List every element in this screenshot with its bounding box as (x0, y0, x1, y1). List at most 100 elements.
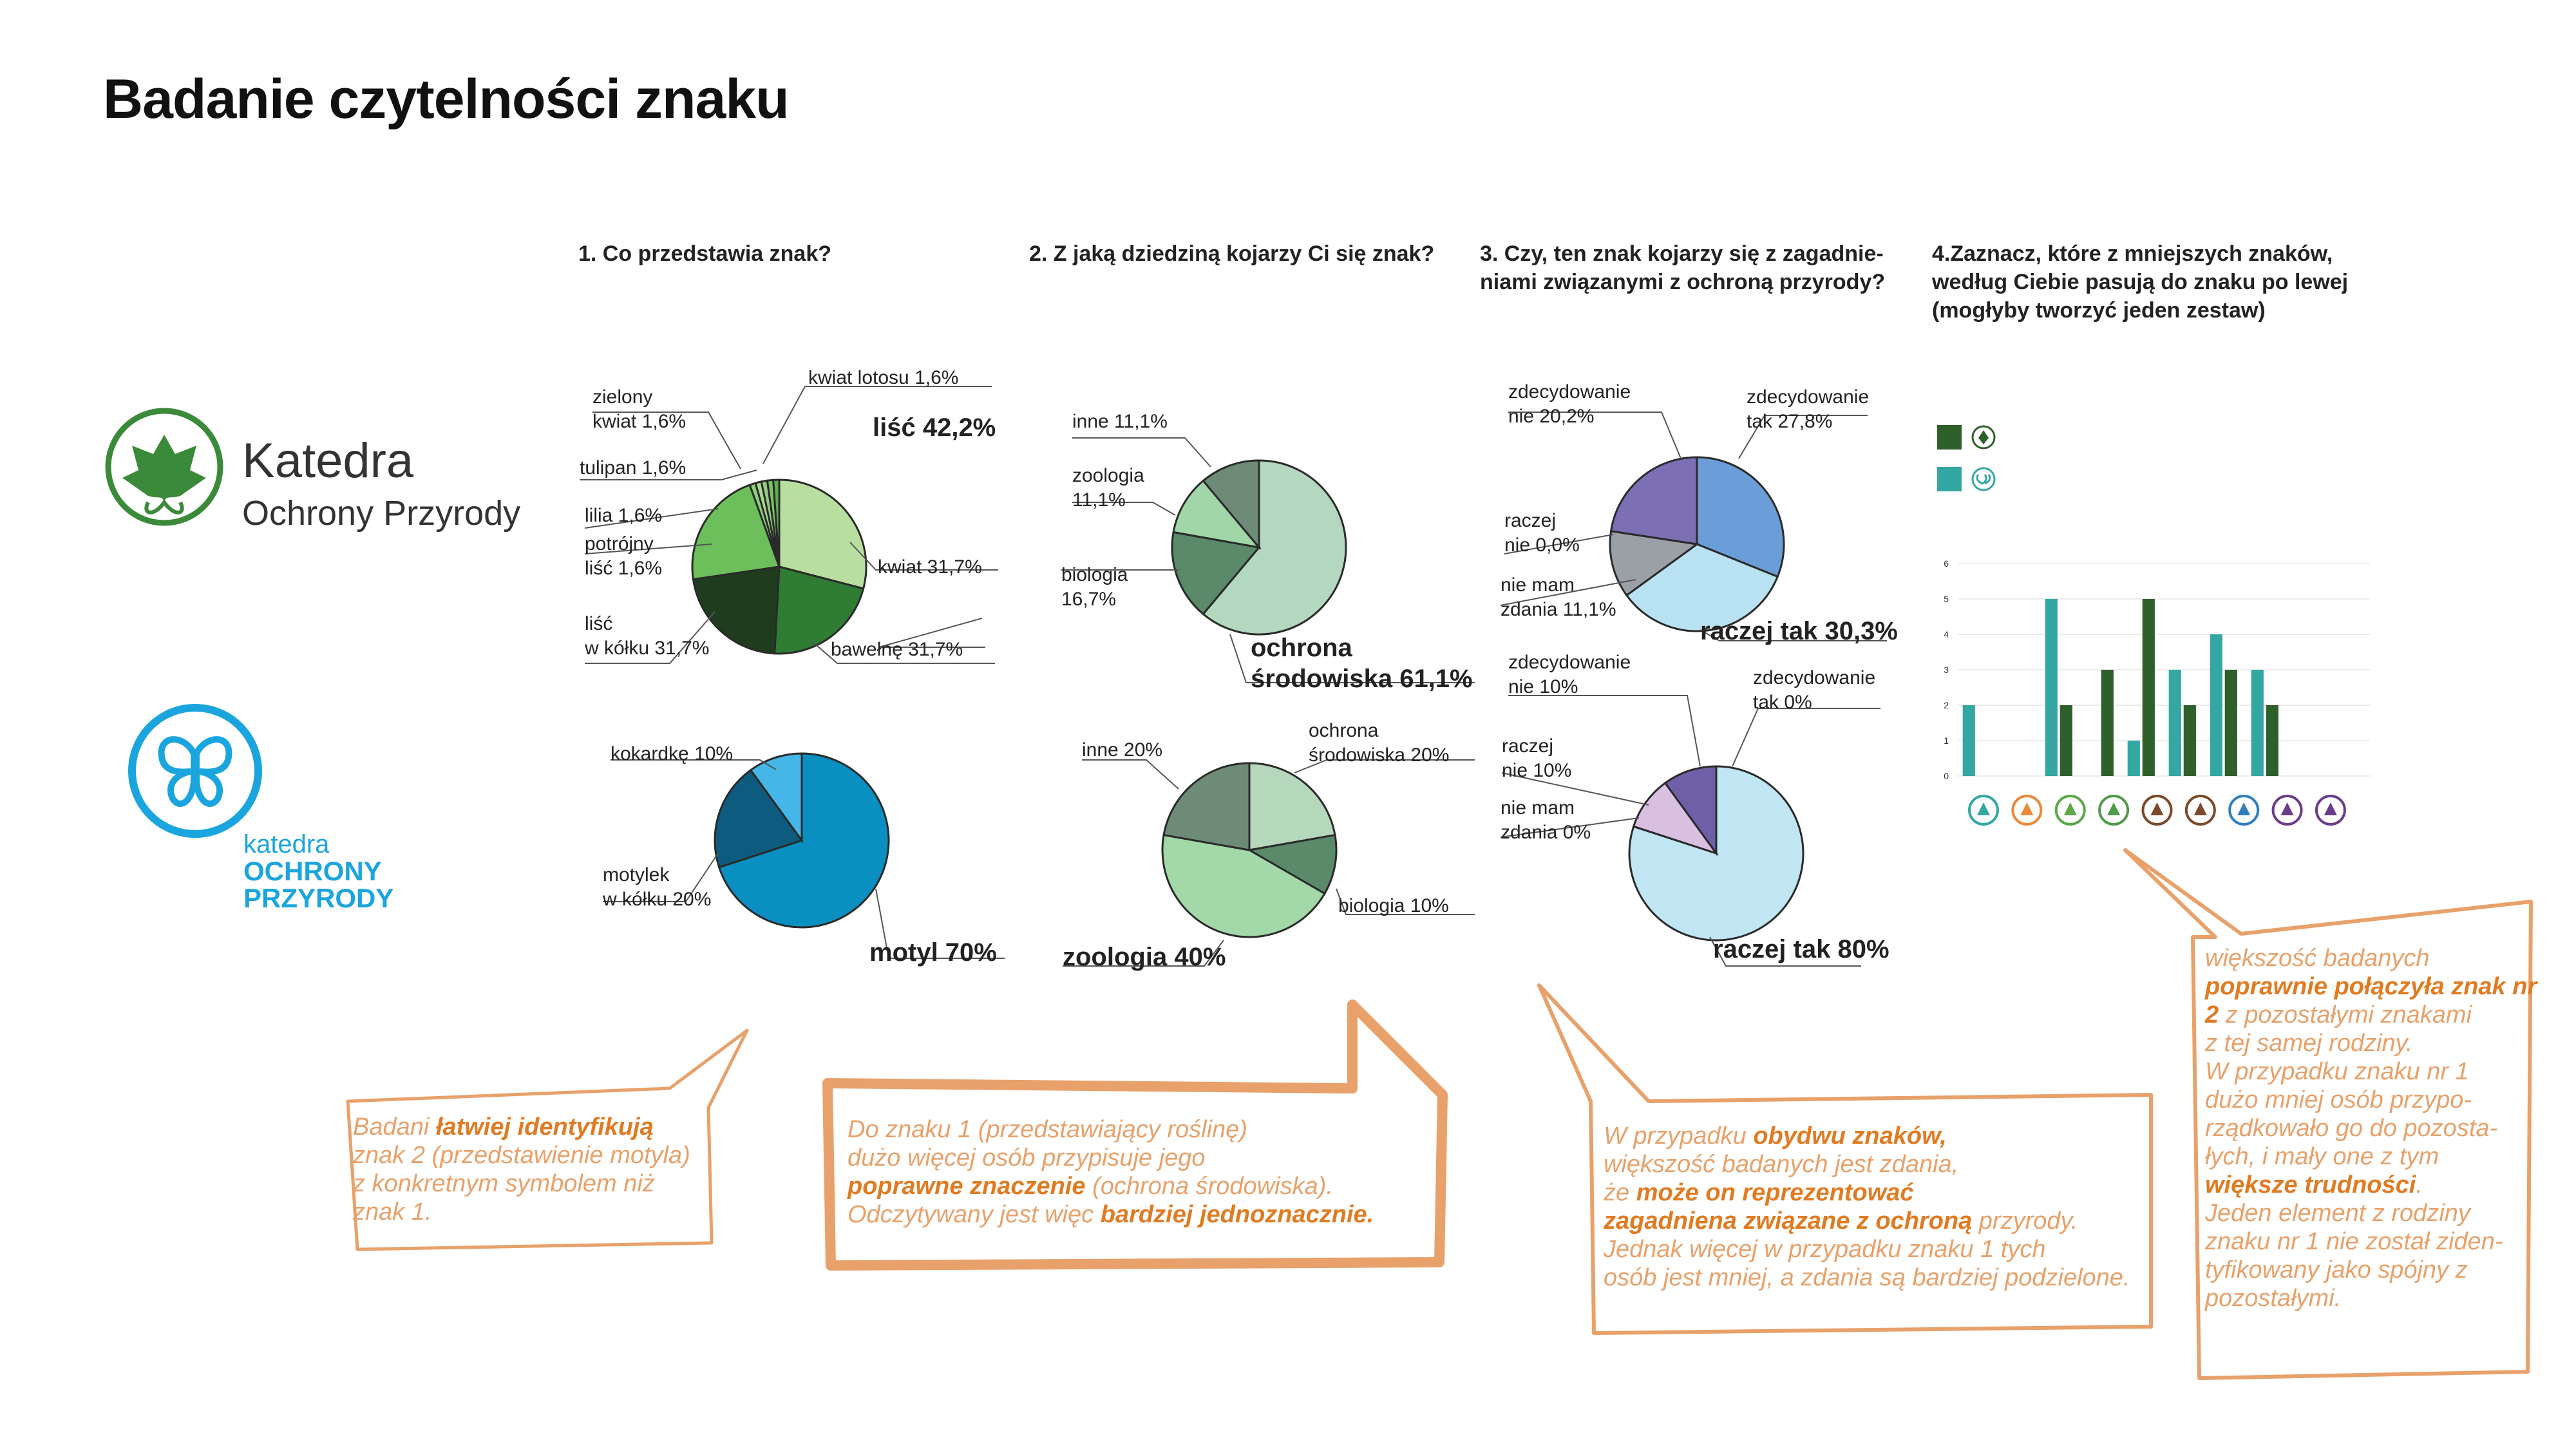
note-2: Do znaku 1 (przedstawiający roślinę) duż… (848, 1115, 1427, 1229)
note4-text-b: z pozostałymi znakami z tej samej rodzin… (2205, 1001, 2498, 1170)
leader-line-20 (1508, 412, 1681, 459)
leader-line-22 (1504, 534, 1614, 554)
pie1-label-lotos: kwiat lotosu 1,6% (808, 367, 959, 388)
leader-line-7 (811, 640, 995, 664)
note3-text-b: większość badanych jest zdania, że (1604, 1151, 1959, 1206)
ram-icon (2141, 795, 2173, 826)
pie6-slice-4 (1663, 765, 1718, 857)
leader-line-23 (1500, 579, 1636, 606)
pie5-slice-4 (1609, 456, 1698, 545)
callout-bubble-4 (2123, 848, 2533, 1380)
leaf-logo-icon (105, 408, 223, 526)
pie1-slice-0 (778, 478, 867, 590)
bar-s1-c7 (2251, 670, 2264, 776)
pie3-slice-2 (1172, 479, 1262, 549)
pie5-label-raczej-tak: raczej tak 30,3% (1700, 617, 1898, 645)
leader-line-24 (1700, 629, 1887, 641)
pie6-label-nie-mam: nie mam zdania 0% (1501, 797, 1591, 843)
leader-line-10 (603, 853, 719, 902)
bar-ytick-3: 3 (1944, 665, 1949, 675)
leader-line-11 (875, 888, 1005, 959)
callout-bubble-1 (346, 1028, 749, 1251)
pie4-label-zoologia: zoologia 40% (1063, 943, 1226, 971)
leader-line-0 (762, 386, 992, 464)
leader-line-8 (878, 618, 985, 648)
pie2-label-motyl: motyl 70% (869, 938, 997, 967)
note2-text-a: Do znaku 1 (przedstawiający roślinę) duż… (848, 1116, 1247, 1171)
question-4: 4.Zaznacz, które z mniejszych znaków, we… (1932, 242, 2349, 323)
leader-line-5 (849, 542, 998, 571)
page-title: Badanie czytelności znaku (103, 68, 790, 130)
logo2-line1: katedra (243, 830, 330, 858)
leader-line-2 (580, 469, 757, 480)
leader-line-15 (1229, 634, 1475, 683)
pie1-label-zielony: zielony kwiat 1,6% (592, 386, 687, 432)
note-4: większość badanych poprawnie połączyła z… (2205, 944, 2540, 1312)
bar-s0-c5 (2183, 705, 2196, 776)
pie3-label-inne: inne 11,1% (1072, 411, 1168, 432)
note4-bold-b: większe trudności (2205, 1171, 2416, 1198)
question-2: 2. Z jaką dziedziną kojarzy Ci się znak? (1029, 242, 1435, 266)
note2-text-b: (ochrona środowiska). Odczytywany jest w… (848, 1173, 1333, 1228)
goat-icon (2184, 795, 2216, 826)
leader-line-3 (584, 508, 719, 529)
note4-text-c: . Jeden element z rodziny znaku nr 1 nie… (2205, 1171, 2503, 1312)
bar-s1-c5 (2168, 670, 2181, 776)
pie2-label-motylek: motylek w kółku 20% (603, 864, 712, 910)
note-1: Badani łatwiej identyfikują znak 2 (prze… (353, 1113, 714, 1226)
leader-line-6 (585, 611, 715, 664)
bar-ytick-2: 2 (1944, 700, 1949, 710)
fish-icon (2228, 795, 2260, 826)
note1-text-b: znak 2 (przedstawienie motyla) z konkret… (353, 1142, 690, 1226)
leader-line-21 (1738, 415, 1868, 459)
note3-text-c: przyrody. Jednak więcej w przypadku znak… (1604, 1208, 2130, 1291)
question-3: 3. Czy, ten znak kojarzy się z zagadnie-… (1480, 242, 1886, 294)
callout-bubble-3 (1537, 983, 2153, 1335)
pie5-slice-2 (1609, 529, 1700, 597)
pie6-label-raczej-tak: raczej tak 80% (1713, 935, 1889, 963)
bar-ytick-0: 0 (1944, 771, 1949, 781)
bar-s0-c2 (2060, 705, 2072, 776)
bar-s0-c7 (2266, 705, 2278, 776)
leader-line-25 (1508, 695, 1701, 767)
leader-line-19 (1063, 940, 1224, 967)
pie5-label-raczej-nie: raczej nie 0,0% (1504, 510, 1580, 556)
pie2-slice-1 (714, 768, 804, 869)
leader-line-4 (584, 544, 712, 554)
leader-line-1 (592, 412, 741, 469)
pie1-label-lisc: liść 42,2% (873, 413, 996, 442)
deer-icon (1968, 795, 1999, 826)
logo2-line3: PRZYRODY (243, 883, 394, 913)
note3-bold-a: obydwu znaków, (1753, 1122, 1947, 1150)
butterfly-sign-icon (1971, 467, 1996, 491)
leaf-sign-icon (1971, 425, 1996, 450)
note2-bold-a: poprawne znaczenie (848, 1173, 1086, 1200)
pie4-slice-1 (1246, 833, 1338, 895)
pie6-label-zdec-tak: zdecydowanie tak 0% (1753, 667, 1876, 713)
bar-s1-c0 (1962, 705, 1975, 776)
recycle-leaf-icon (2098, 795, 2130, 826)
pie6-label-raczej-nie: raczej nie 10% (1502, 735, 1572, 781)
leader-line-9 (611, 759, 777, 770)
pie4-slice-2 (1161, 833, 1326, 938)
question-1: 1. Co przedstawia znak? (578, 242, 831, 266)
pie5-slice-1 (1625, 543, 1779, 632)
leader-line-26 (1732, 708, 1880, 767)
butterfly-logo-icon (128, 704, 262, 838)
pie2-label-kokardke: kokardkę 10% (611, 743, 734, 764)
pie3-label-ochrona: ochrona środowiska 61,1% (1251, 634, 1473, 693)
note3-text-a: W przypadku (1604, 1122, 1754, 1150)
pie6-label-zdec-nie: zdecydowanie nie 10% (1508, 652, 1631, 697)
leader-line-17 (1294, 759, 1475, 773)
note-3: W przypadku obydwu znaków, większość bad… (1604, 1122, 2170, 1292)
bar-s0-c6 (2224, 670, 2237, 776)
pie1-label-potrojny: potrójny liść 1,6% (585, 533, 663, 579)
pie6-slice-3 (1632, 781, 1719, 855)
pie4-label-inne: inne 20% (1082, 739, 1163, 761)
dna-icon (2315, 795, 2346, 826)
pie1-label-bawelne: bawełnę 31,7% (831, 639, 963, 660)
leader-line-18 (1336, 888, 1475, 915)
leader-line-28 (1500, 817, 1640, 838)
leaf-circle-icon (2054, 795, 2086, 826)
